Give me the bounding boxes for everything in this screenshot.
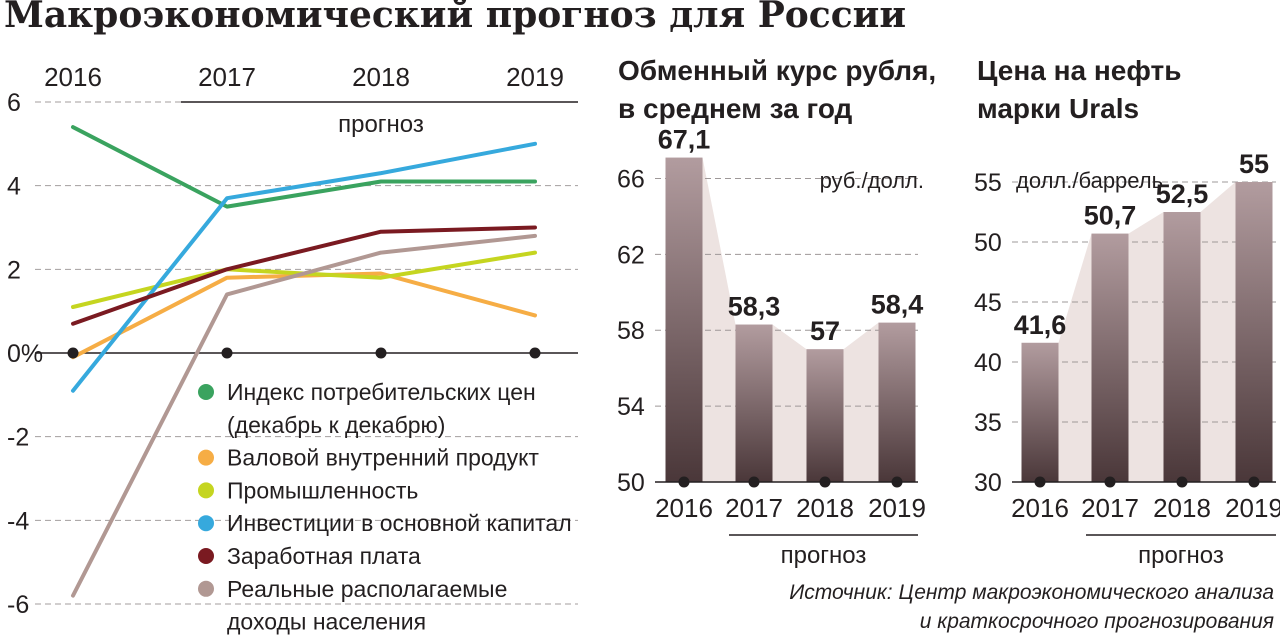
series-line <box>71 225 537 326</box>
bar <box>1091 233 1129 482</box>
y-tick-label: 50 <box>974 229 1002 257</box>
bar-value-label: 55 <box>1239 149 1269 179</box>
forecast-label: прогноз <box>1138 542 1224 569</box>
bar-value-label: 67,1 <box>658 125 711 155</box>
legend-marker <box>198 548 214 564</box>
x-tick-label: 2016 <box>655 493 713 523</box>
y-tick-label: 55 <box>974 169 1002 197</box>
unit-label: руб./долл. <box>820 168 924 193</box>
x-tick-label: 2017 <box>725 493 783 523</box>
bar <box>665 157 703 483</box>
source-line-1: Источник: Центр макроэкономического анал… <box>789 581 1274 604</box>
axis-dot <box>67 347 79 359</box>
oil-title-line-2: марки Urals <box>977 93 1140 124</box>
y-tick-label: 50 <box>617 469 645 497</box>
legend-entry: доходы населения <box>227 609 426 635</box>
y-tick-label: -6 <box>7 591 29 619</box>
series-line <box>71 125 537 209</box>
bar-value-label: 50,7 <box>1084 201 1137 231</box>
x-tick-label: 2016 <box>44 62 102 92</box>
legend-entry: Промышленность <box>227 477 418 503</box>
y-tick-label: 62 <box>617 241 645 269</box>
bar-value-label: 57 <box>810 316 840 346</box>
axis-dot <box>375 347 387 359</box>
legend-marker <box>198 580 214 597</box>
oil-title-line-1: Цена на нефть <box>977 55 1182 86</box>
series-line <box>71 233 537 598</box>
legend-entry: Реальные располагаемые <box>227 576 507 602</box>
y-tick-label: 66 <box>617 165 645 193</box>
bar-value-label: 52,5 <box>1156 179 1209 209</box>
y-tick-label: -4 <box>7 507 29 535</box>
source-line-2: и краткосрочного прогнозирования <box>919 610 1274 633</box>
x-tick-label: 2017 <box>198 62 256 92</box>
legend-entry: Инвестиции в основной капитал <box>227 510 572 536</box>
x-tick-label: 2017 <box>1081 493 1139 523</box>
series-line <box>71 271 537 360</box>
unit-label: долл./баррель <box>1016 168 1163 193</box>
x-tick-label: 2018 <box>796 493 854 523</box>
page-title: Макроэкономический прогноз для России <box>4 0 907 36</box>
ruble-title-line-2: в среднем за год <box>618 93 853 124</box>
bar <box>806 349 844 482</box>
y-tick-label: 40 <box>974 349 1002 377</box>
x-tick-label: 2016 <box>1011 493 1069 523</box>
legend-entry: (декабрь к декабрю) <box>227 412 445 438</box>
ruble-title-line-1: Обменный курс рубля, <box>618 55 937 86</box>
y-tick-label: 54 <box>617 393 645 421</box>
x-tick-label: 2018 <box>1153 493 1211 523</box>
bar-value-label: 41,6 <box>1014 310 1067 340</box>
y-tick-label: 2 <box>7 256 21 284</box>
y-tick-label: 58 <box>617 317 645 345</box>
x-tick-label: 2019 <box>868 493 926 523</box>
ruble-chart-title: Обменный курс рубля, в среднем за год <box>618 52 936 128</box>
y-tick-label: 0% <box>7 340 43 368</box>
bar-value-label: 58,4 <box>871 290 924 320</box>
y-tick-label: 6 <box>7 89 21 117</box>
forecast-label: прогноз <box>781 542 867 569</box>
bar <box>735 324 773 482</box>
source-note: Источник: Центр макроэкономического анал… <box>789 578 1274 636</box>
legend-entry: Валовой внутренний продукт <box>227 445 539 471</box>
y-tick-label: 30 <box>974 469 1002 497</box>
y-tick-label: 35 <box>974 409 1002 437</box>
forecast-label: прогноз <box>338 111 424 138</box>
axis-dot <box>529 347 541 359</box>
bar <box>878 322 916 482</box>
legend-entry: Индекс потребительских цен <box>227 379 536 405</box>
legend-marker <box>198 482 214 499</box>
bar-connector-area <box>665 157 916 482</box>
y-tick-label: -2 <box>7 424 29 452</box>
legend-marker <box>198 515 214 532</box>
oil-chart-title: Цена на нефть марки Urals <box>977 52 1181 128</box>
bar <box>1021 342 1059 482</box>
x-tick-label: 2018 <box>352 62 410 92</box>
bar <box>1235 182 1273 482</box>
x-tick-label: 2019 <box>1225 493 1280 523</box>
axis-dot <box>221 347 233 359</box>
bar-connector-area <box>1021 182 1273 482</box>
legend-marker <box>198 384 214 400</box>
bar <box>1163 212 1201 482</box>
y-tick-label: 4 <box>7 173 21 201</box>
legend-marker <box>198 449 214 466</box>
y-tick-label: 45 <box>974 289 1002 317</box>
bar-value-label: 58,3 <box>728 292 781 322</box>
legend-entry: Заработная плата <box>227 543 421 569</box>
x-tick-label: 2019 <box>506 62 564 92</box>
